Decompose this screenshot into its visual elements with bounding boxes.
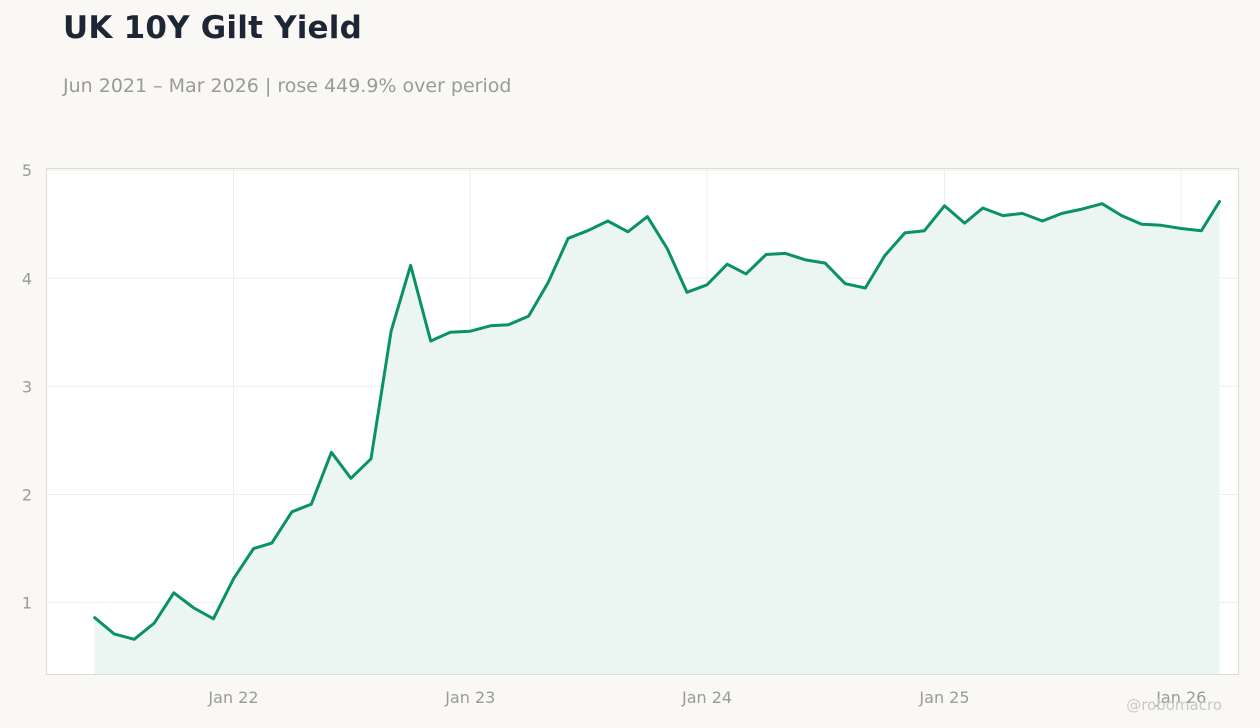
x-tick-label: Jan 23 bbox=[444, 688, 495, 707]
series-line-layer bbox=[93, 200, 1221, 641]
x-tick-label: Jan 25 bbox=[918, 688, 969, 707]
series-area-fill bbox=[94, 201, 1220, 675]
y-tick-label: 3 bbox=[22, 377, 32, 396]
series-line bbox=[93, 200, 1221, 641]
y-tick-label: 4 bbox=[22, 269, 32, 288]
chart-subtitle: Jun 2021 – Mar 2026 | rose 449.9% over p… bbox=[63, 75, 512, 97]
x-axis-ticks: Jan 22 Jan 23 Jan 24 Jan 25 Jan 26 bbox=[207, 688, 1206, 707]
x-tick-label: Jan 24 bbox=[681, 688, 732, 707]
plot-frame bbox=[46, 168, 1239, 675]
y-tick-label: 5 bbox=[22, 161, 32, 180]
y-tick-label: 1 bbox=[22, 594, 32, 613]
area-fill-layer bbox=[94, 201, 1220, 675]
chart-title: UK 10Y Gilt Yield bbox=[63, 10, 362, 46]
y-axis-ticks: 1 2 3 4 5 bbox=[22, 161, 32, 612]
y-tick-label: 2 bbox=[22, 485, 32, 504]
x-tick-label: Jan 22 bbox=[207, 688, 258, 707]
x-tick-label: Jan 26 bbox=[1155, 688, 1206, 707]
watermark: @robomacro bbox=[1126, 696, 1222, 714]
